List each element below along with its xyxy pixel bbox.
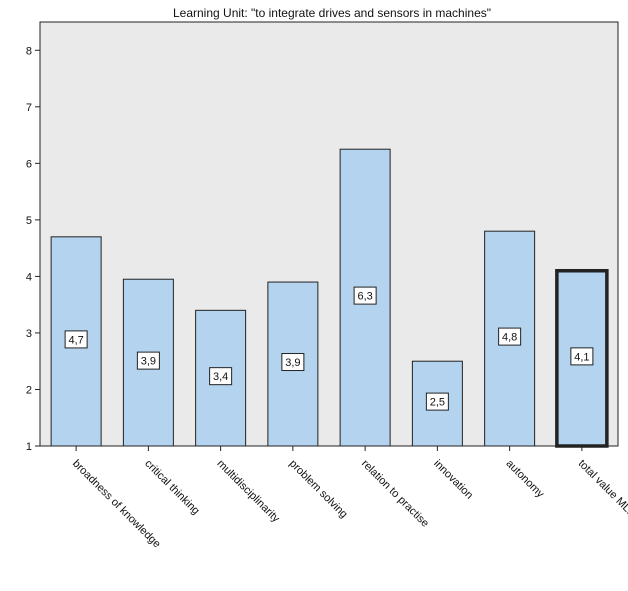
y-tick-label: 5 bbox=[26, 215, 32, 227]
x-tick-label: relation to practise bbox=[359, 458, 431, 530]
y-tick-label: 2 bbox=[26, 384, 32, 396]
data-label-box bbox=[353, 286, 377, 305]
x-tick-label: autonomy bbox=[504, 458, 547, 501]
y-tick-label: 6 bbox=[26, 158, 32, 170]
y-tick-label: 3 bbox=[26, 328, 32, 340]
y-tick-label: 7 bbox=[26, 102, 32, 114]
data-label: 2,5 bbox=[430, 397, 445, 409]
x-tick-label: total value MLI bbox=[576, 458, 628, 517]
x-tick-label: innovation bbox=[431, 458, 475, 502]
data-label-box bbox=[570, 347, 594, 366]
data-label: 4,7 bbox=[68, 334, 83, 346]
bars: 4,7 3,9 3,4 3,9 6,3 2,5 4,8 4,1 bbox=[50, 148, 609, 448]
data-label: 4,1 bbox=[574, 351, 589, 363]
data-label-box bbox=[425, 392, 449, 411]
data-label-box bbox=[64, 330, 88, 349]
data-label: 6,3 bbox=[357, 291, 372, 303]
data-label: 4,8 bbox=[502, 332, 517, 344]
data-label-box bbox=[136, 351, 160, 370]
data-label: 3,9 bbox=[141, 356, 156, 368]
y-axis: 1 2 3 4 5 6 7 8 bbox=[26, 45, 40, 453]
x-tick-label: problem solving bbox=[287, 458, 350, 521]
chart-title: Learning Unit: "to integrate drives and … bbox=[172, 6, 492, 20]
data-label-box bbox=[281, 353, 305, 372]
data-label-box bbox=[498, 327, 522, 346]
y-tick-label: 1 bbox=[26, 441, 32, 453]
data-label: 3,4 bbox=[213, 371, 228, 383]
y-tick-label: 8 bbox=[26, 45, 32, 57]
data-label: 3,9 bbox=[285, 357, 300, 369]
y-tick-label: 4 bbox=[26, 271, 32, 283]
x-tick-label: multidisciplinarity bbox=[215, 458, 283, 526]
x-tick-label: critical thinking bbox=[142, 458, 201, 517]
data-label-box bbox=[209, 367, 233, 386]
